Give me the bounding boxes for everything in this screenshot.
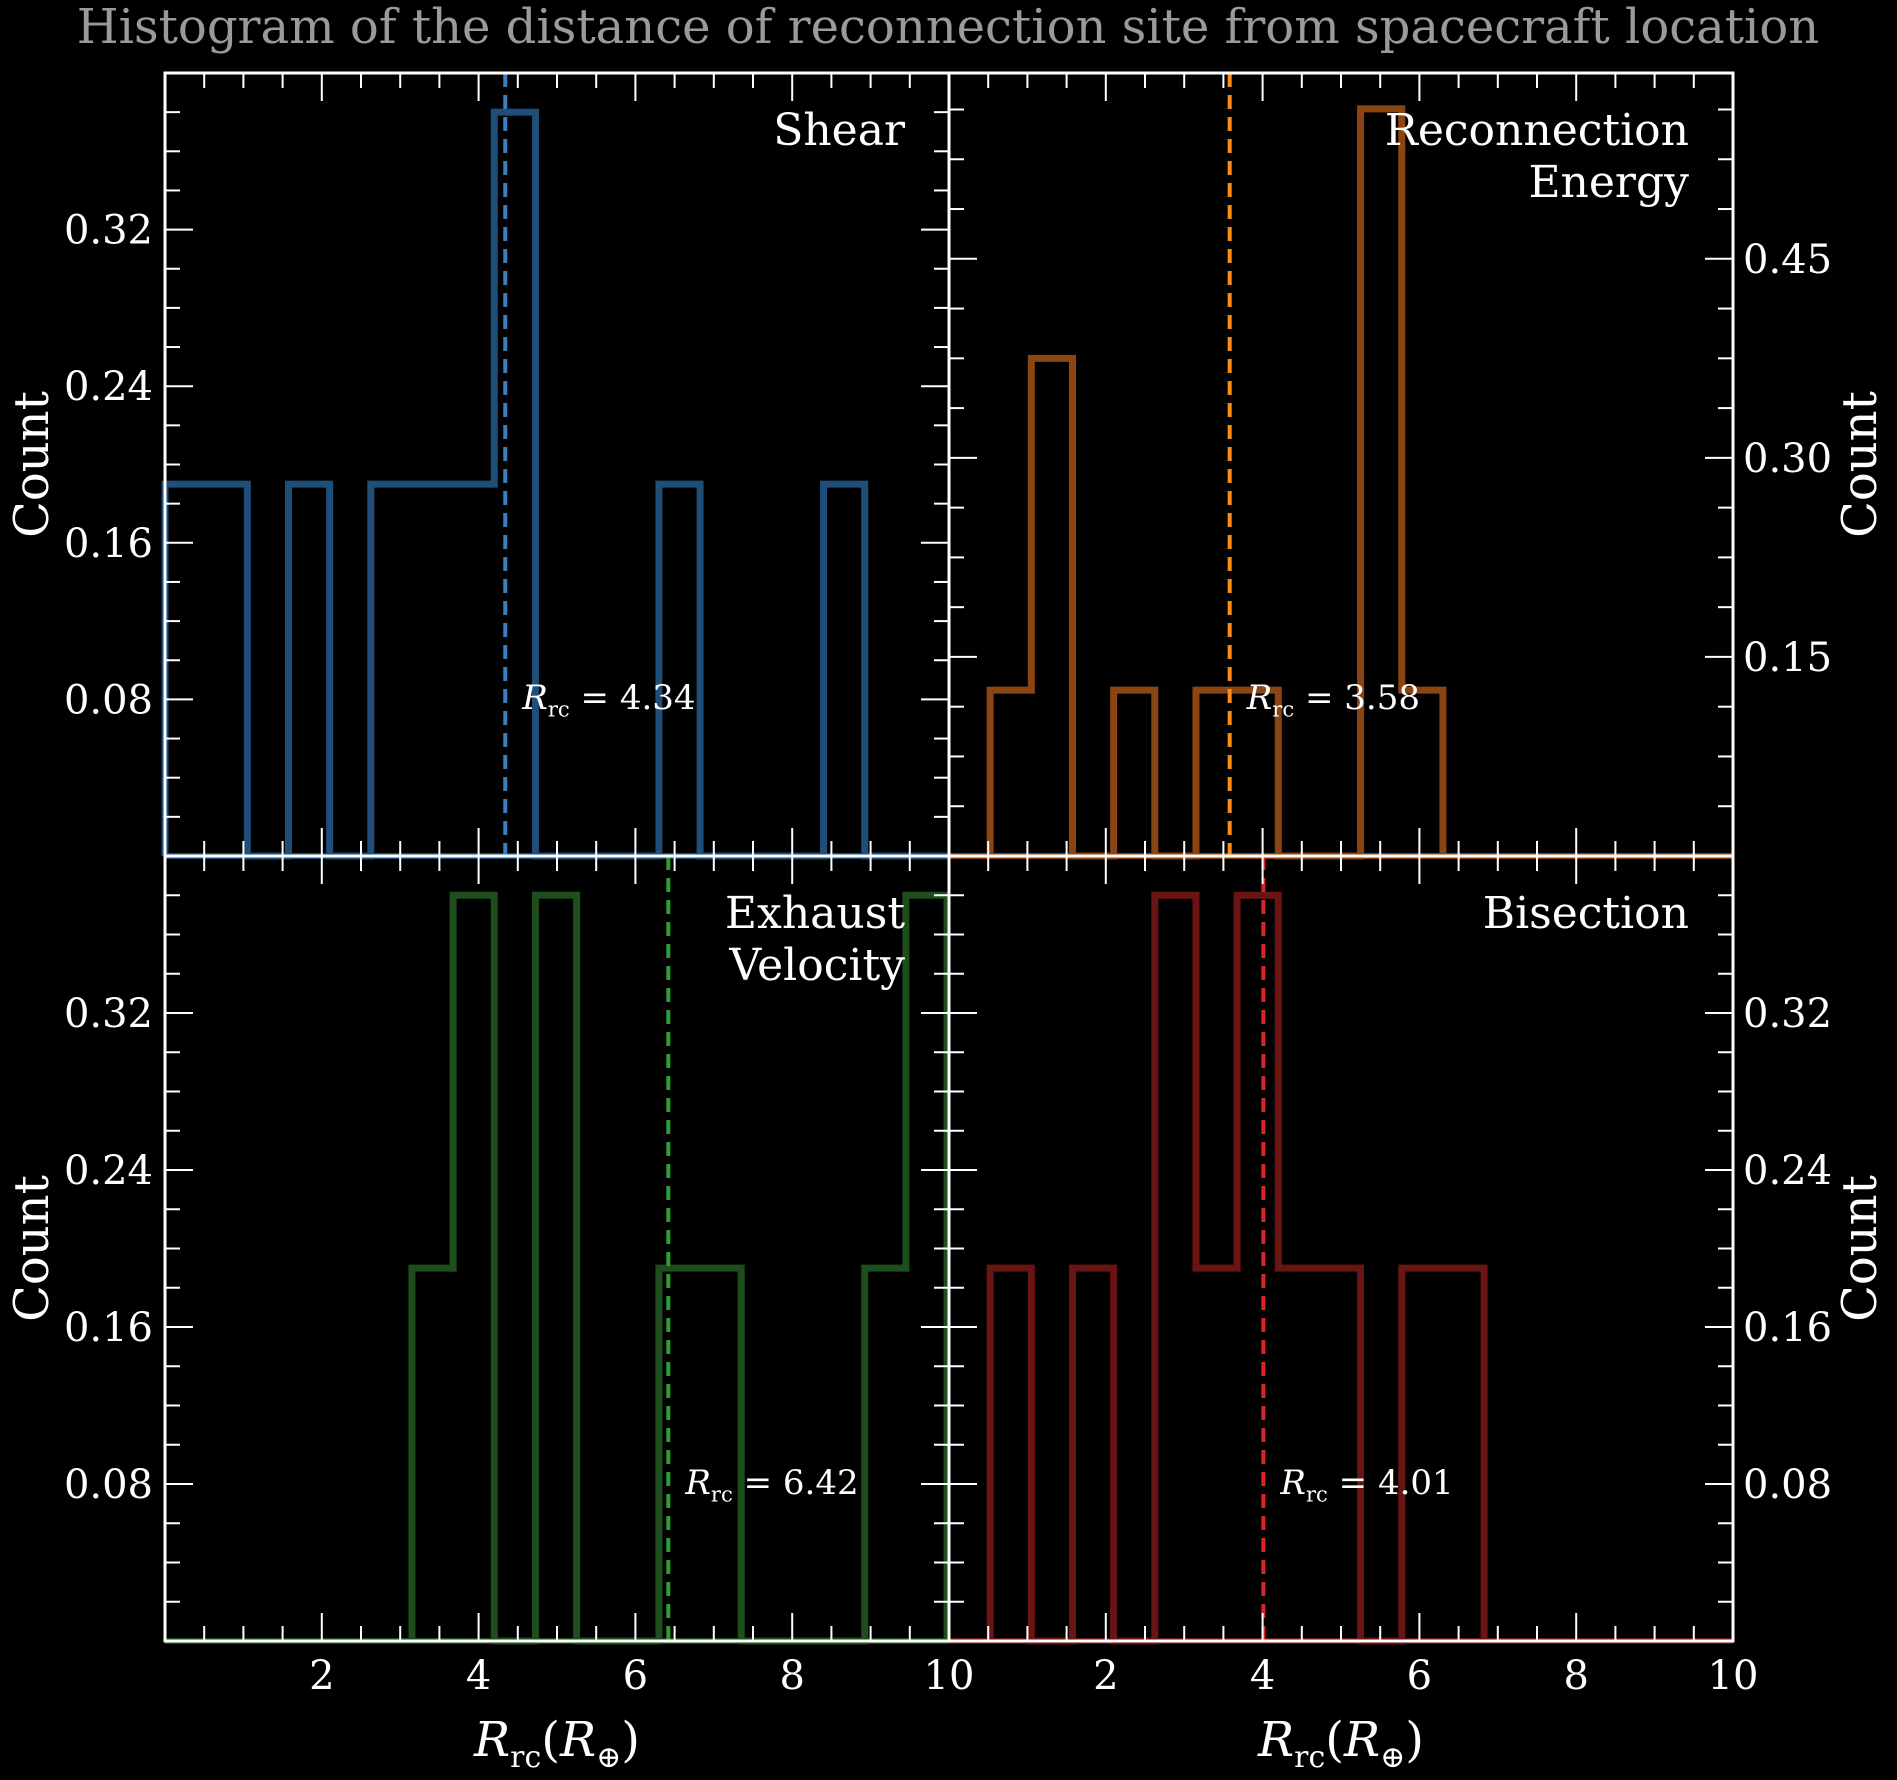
x-tick-label: 10 xyxy=(924,1653,975,1699)
x-axis-label: Rrc(R⊕) xyxy=(473,1712,640,1775)
y-tick-label: 0.16 xyxy=(1743,1305,1832,1351)
figure-title: Histogram of the distance of reconnectio… xyxy=(77,0,1819,55)
y-tick-label: 0.16 xyxy=(64,1305,153,1351)
median-label: Rrc = 3.58 xyxy=(1246,678,1420,721)
x-tick-label: 10 xyxy=(1708,1653,1759,1699)
y-axis-label: Count xyxy=(1832,391,1888,538)
panel-label: Reconnection xyxy=(1385,105,1689,156)
median-label: Rrc = 4.01 xyxy=(1279,1463,1453,1506)
x-tick-label: 6 xyxy=(1407,1653,1432,1699)
panel-label: Bisection xyxy=(1483,888,1689,939)
y-tick-label: 0.45 xyxy=(1743,237,1832,283)
y-tick-label: 0.32 xyxy=(64,991,153,1037)
y-tick-label: 0.30 xyxy=(1743,436,1832,482)
y-tick-label: 0.16 xyxy=(64,521,153,567)
y-tick-label: 0.24 xyxy=(1743,1148,1832,1194)
panel-bisection: Rrc = 4.01 Bisection 2 4 6 8 10 Rrc(R⊕) 0.08 0.16… xyxy=(947,854,1888,1775)
y-tick-label: 0.08 xyxy=(64,677,153,723)
panel-label: Exhaust xyxy=(725,888,905,939)
y-tick-label: 0.32 xyxy=(64,208,153,254)
y-tick-label: 0.08 xyxy=(1743,1462,1832,1508)
y-tick-label: 0.24 xyxy=(64,364,153,410)
panel-label: Velocity xyxy=(728,940,905,991)
histogram-bars xyxy=(986,105,1447,860)
x-axis-label: Rrc(R⊕) xyxy=(1257,1712,1424,1775)
y-tick-label: 0.15 xyxy=(1743,635,1832,681)
y-axis-label: Count xyxy=(4,1175,60,1322)
x-tick-label: 6 xyxy=(623,1653,648,1699)
histogram-bars xyxy=(408,891,951,1645)
y-axis-label: Count xyxy=(4,391,60,538)
median-label: Rrc = 4.34 xyxy=(521,678,695,721)
y-tick-label: 0.08 xyxy=(64,1462,153,1508)
panel-label: Energy xyxy=(1528,157,1689,208)
x-tick-label: 4 xyxy=(466,1653,491,1699)
y-tick-label: 0.24 xyxy=(64,1148,153,1194)
x-tick-label: 4 xyxy=(1250,1653,1275,1699)
x-tick-label: 8 xyxy=(1563,1653,1588,1699)
y-tick-label: 0.32 xyxy=(1743,991,1832,1037)
panel-label: Shear xyxy=(773,105,906,156)
x-tick-label: 2 xyxy=(1093,1653,1118,1699)
y-axis-label: Count xyxy=(1832,1175,1888,1322)
median-label: Rrc = 6.42 xyxy=(684,1463,858,1506)
x-tick-label: 8 xyxy=(779,1653,804,1699)
x-tick-label: 2 xyxy=(309,1653,334,1699)
